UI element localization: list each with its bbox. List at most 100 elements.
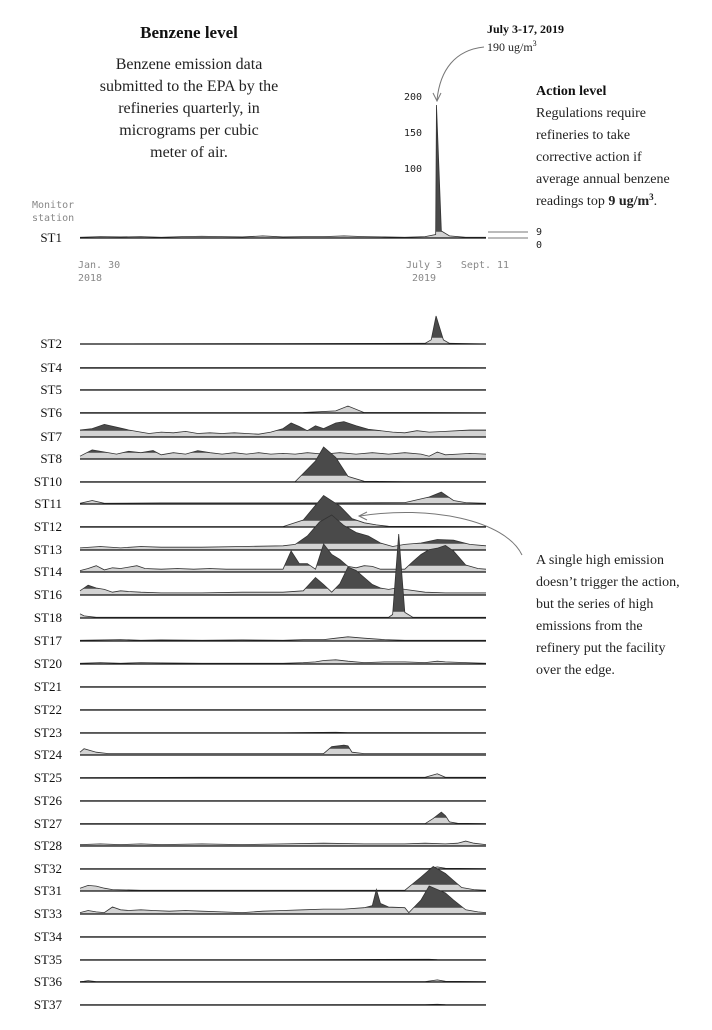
station-row-st26: ST26 [34, 793, 486, 808]
area-above-st16 [83, 567, 401, 589]
station-label-st2: ST2 [40, 336, 62, 351]
station-row-st13: ST13 [34, 514, 487, 557]
line-st36 [79, 979, 487, 983]
station-label-st26: ST26 [34, 793, 63, 808]
station-label-st24: ST24 [34, 747, 63, 762]
station-row-st25: ST25 [34, 770, 486, 785]
tick-0: 0 [536, 240, 542, 251]
peak-arrow [436, 46, 485, 101]
action-line-5: readings top 9 ug/m3. [536, 192, 657, 209]
area-below-st31 [80, 866, 486, 891]
station-row-st32: ST32 [34, 861, 487, 876]
station-label-st21: ST21 [34, 679, 62, 694]
area-below-st13 [80, 515, 486, 550]
station-label-st10: ST10 [34, 474, 62, 489]
line-st27 [80, 811, 487, 825]
line-st6 [80, 405, 487, 414]
area-below-st24 [80, 745, 486, 755]
station-label-st12: ST12 [34, 519, 62, 534]
area-above-st10 [301, 447, 348, 476]
subtitle-line-4: micrograms per cubic [119, 122, 259, 139]
subtitle-line-3: refineries quarterly, in [118, 100, 260, 117]
station-row-st7: ST7 [40, 421, 486, 444]
line-st14 [79, 543, 487, 571]
station-label-st13: ST13 [34, 542, 62, 557]
station-row-st8: ST8 [40, 449, 487, 466]
station-label-st23: ST23 [34, 725, 62, 740]
action-line-4: average annual benzene [536, 172, 670, 187]
chart-title: Benzene level [140, 23, 238, 42]
area-above-st13 [296, 515, 468, 544]
xtick-start-line2: 2018 [78, 273, 102, 284]
line-st10 [80, 446, 487, 483]
station-rows: ST1 ST2 ST4 ST5 ST6 ST7 ST8 ST10 ST11 ST12 ST13 ST1… [34, 104, 487, 1012]
station-row-st12: ST12 [34, 494, 487, 534]
station-row-st36: ST36 [34, 974, 487, 989]
area-above-st27 [434, 812, 447, 818]
station-row-st22: ST22 [34, 702, 486, 717]
line-st20 [79, 659, 487, 664]
action-line-2: refineries to take [536, 128, 630, 143]
emission-line-2: doesn’t trigger the action, [536, 575, 680, 590]
subtitle-line-1: Benzene emission data [116, 56, 263, 73]
station-row-st18: ST18 [34, 533, 486, 625]
area-above-st33 [111, 886, 464, 908]
area-below-st27 [80, 812, 486, 824]
emission-arrow [359, 511, 523, 556]
area-below-st6 [80, 406, 486, 413]
station-label-st11: ST11 [34, 496, 62, 511]
action-line-1: Regulations require [536, 106, 646, 121]
station-label-st5: ST5 [40, 382, 62, 397]
station-label-st1: ST1 [40, 230, 62, 245]
station-label-st18: ST18 [34, 610, 62, 625]
station-row-st37: ST37 [34, 997, 487, 1012]
station-label-st16: ST16 [34, 587, 63, 602]
emission-line-3: but the series of high [536, 597, 653, 612]
subtitle-line-5: meter of air. [150, 144, 228, 161]
station-row-st21: ST21 [34, 679, 486, 694]
line-st18 [79, 533, 486, 618]
ytick-100: 100 [404, 164, 422, 175]
station-row-st6: ST6 [40, 405, 487, 420]
station-row-st35: ST35 [34, 952, 487, 967]
station-label-st20: ST20 [34, 656, 62, 671]
emission-line-5: refinery put the facility [536, 641, 665, 656]
line-st13 [79, 514, 487, 549]
line-st11 [79, 491, 487, 504]
peak-arrow-head [432, 92, 442, 103]
station-row-st28: ST28 [34, 838, 487, 853]
xtick-start-line1: Jan. 30 [78, 260, 120, 271]
area-below-st28 [80, 841, 486, 846]
line-st28 [79, 840, 487, 846]
station-label-st32: ST32 [34, 861, 62, 876]
station-label-st34: ST34 [34, 929, 63, 944]
area-above-st31 [411, 866, 459, 885]
ytick-200: 200 [404, 92, 422, 103]
line-st8 [79, 449, 487, 457]
station-label-st6: ST6 [40, 405, 62, 420]
line-st7 [79, 421, 486, 435]
station-label-st17: ST17 [34, 633, 63, 648]
monitor-label-1: Monitor [32, 200, 74, 211]
station-label-st37: ST37 [34, 997, 63, 1012]
monitor-label-2: station [32, 213, 74, 224]
area-above-st18 [392, 534, 405, 612]
station-label-st27: ST27 [34, 816, 63, 831]
emission-line-1: A single high emission [536, 553, 664, 568]
station-row-st2: ST2 [40, 315, 487, 351]
area-below-st2 [80, 316, 486, 344]
station-label-st25: ST25 [34, 770, 62, 785]
area-above-st12 [301, 495, 359, 521]
xtick-mid-line1: July 3 [406, 260, 442, 271]
action-last-sup: 3 [649, 192, 654, 202]
tick-9: 9 [536, 227, 542, 238]
station-row-st1: ST1 [40, 104, 486, 245]
station-row-st14: ST14 [34, 543, 487, 579]
area-above-st6 [346, 406, 350, 407]
line-st25 [79, 773, 486, 779]
area-below-st11 [80, 492, 486, 504]
area-below-st10 [80, 447, 486, 482]
station-row-st24: ST24 [34, 744, 486, 762]
area-above-st2 [431, 316, 443, 338]
